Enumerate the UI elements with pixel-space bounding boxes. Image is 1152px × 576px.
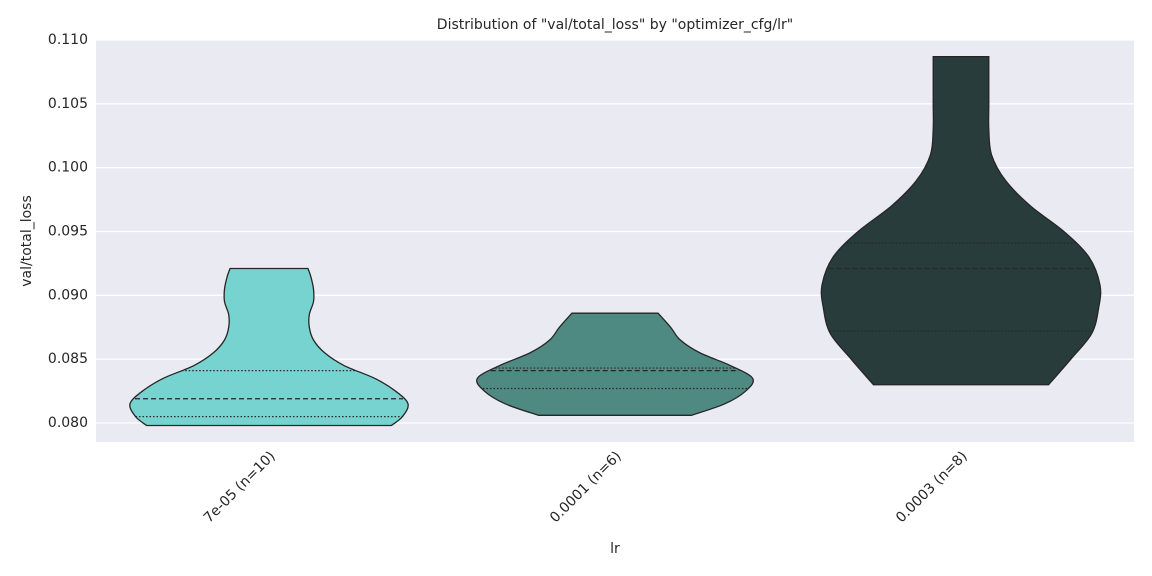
- y-tick-label: 0.105: [48, 96, 88, 112]
- y-tick-label: 0.095: [48, 223, 88, 239]
- violin-body: [129, 267, 409, 427]
- x-tick-label: 7e-05 (n=10): [201, 448, 279, 526]
- violin-body: [476, 312, 754, 416]
- chart-title: Distribution of "val/total_loss" by "opt…: [437, 17, 793, 33]
- y-tick-label: 0.110: [48, 32, 88, 48]
- y-tick-label: 0.100: [48, 160, 88, 176]
- violin-body: [820, 55, 1102, 386]
- y-tick-label: 0.085: [48, 351, 88, 367]
- x-tick-label: 0.0001 (n=6): [547, 448, 625, 526]
- x-axis-label: lr: [610, 541, 620, 557]
- y-axis-label: val/total_loss: [19, 195, 35, 287]
- violins: [129, 55, 1102, 427]
- y-tick-label: 0.090: [48, 287, 88, 303]
- y-tick-label: 0.080: [48, 415, 88, 431]
- x-tick-label: 0.0003 (n=8): [893, 448, 971, 526]
